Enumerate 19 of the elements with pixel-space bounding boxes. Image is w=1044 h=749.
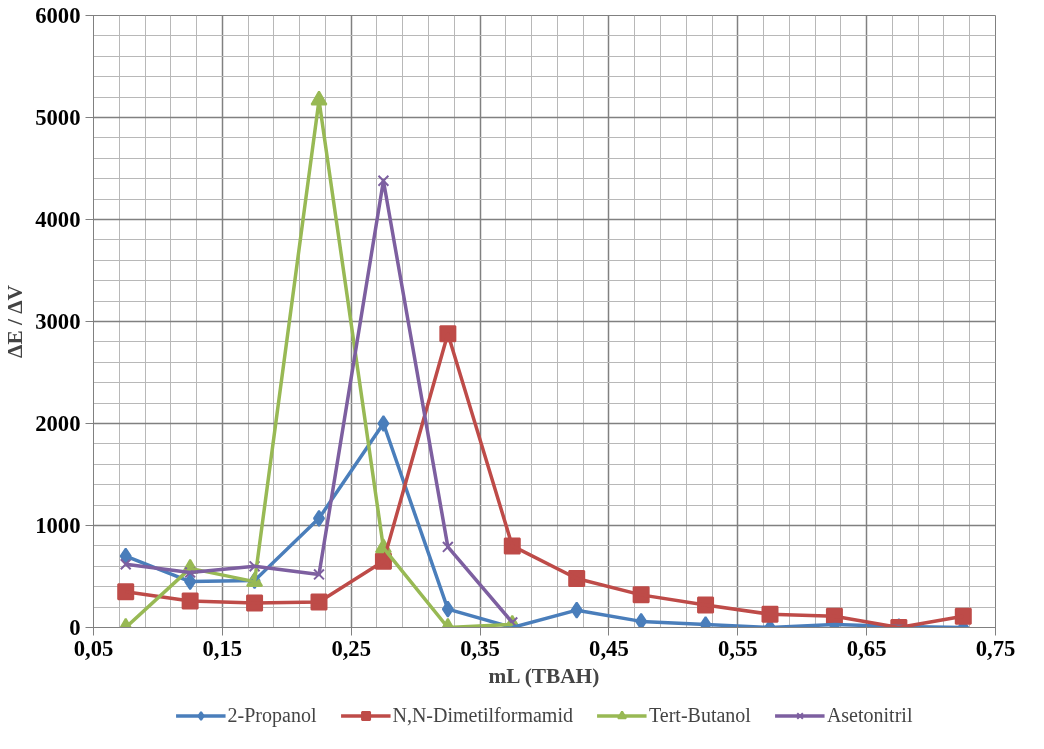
x-tick-label: 0,45 <box>589 635 629 661</box>
y-tick-label: 2000 <box>35 411 81 436</box>
y-tick-label: 4000 <box>35 207 81 232</box>
y-tick-label: 5000 <box>35 105 81 130</box>
x-tick-label: 0,65 <box>846 635 887 661</box>
x-tick-label: 0,55 <box>717 635 758 661</box>
legend-label: N,N-Dimetilformamid <box>392 703 573 727</box>
x-tick-label: 0,25 <box>331 635 372 661</box>
y-tick-label: 3000 <box>35 309 81 334</box>
y-axis-title: ΔE / ΔV <box>3 284 28 358</box>
x-tick-label: 0,75 <box>975 635 1016 661</box>
y-tick-label: 1000 <box>35 513 81 538</box>
legend-label: 2-Propanol <box>227 703 317 727</box>
legend-label: Tert-Butanol <box>648 703 751 727</box>
y-tick-label: 6000 <box>35 3 81 28</box>
x-axis-title: mL (TBAH) <box>488 663 600 688</box>
legend-label: Asetonitril <box>826 703 913 727</box>
x-tick-label: 0,15 <box>202 635 243 661</box>
x-tick-label: 0,35 <box>460 635 500 661</box>
